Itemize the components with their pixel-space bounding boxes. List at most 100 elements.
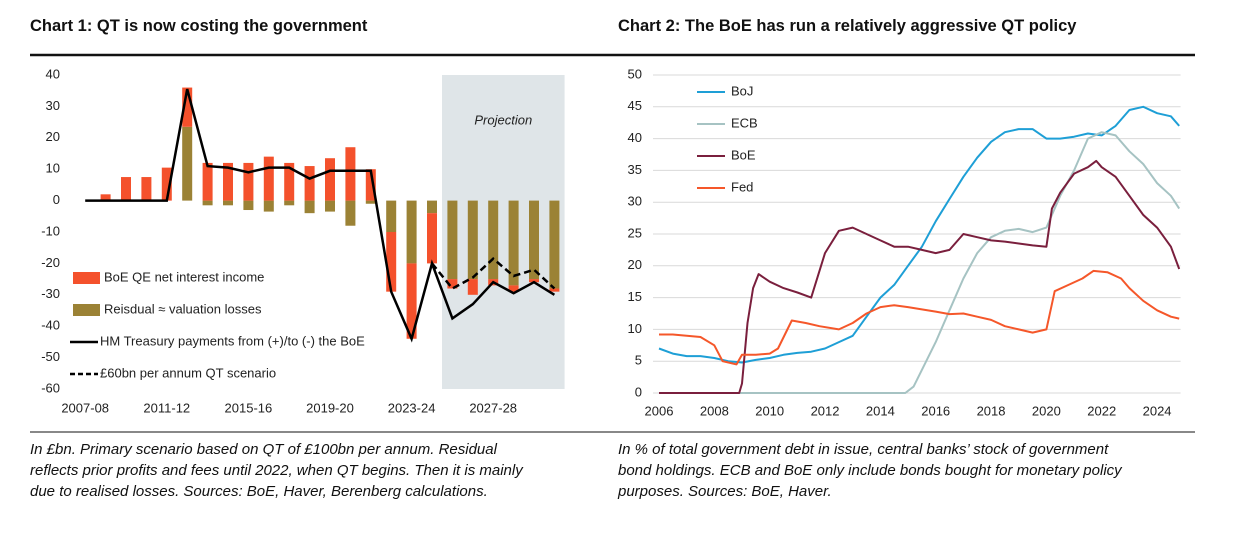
- legend-label: HM Treasury payments from (+)/to (-) the…: [100, 333, 365, 348]
- bar: [325, 158, 335, 201]
- y-tick-label: 30: [46, 98, 60, 113]
- y-tick-label: 40: [628, 130, 642, 145]
- bar: [508, 200, 519, 286]
- bar: [427, 200, 437, 214]
- y-tick-label: 10: [46, 161, 60, 176]
- line: [659, 159, 1181, 394]
- projection-shade: [442, 75, 565, 389]
- y-tick-label: 45: [628, 98, 642, 113]
- legend-label: BoE QE net interest income: [104, 269, 264, 284]
- caption: In % of total government debt in issue, …: [618, 441, 1109, 458]
- x-tick-label: 2014: [866, 403, 895, 418]
- x-tick-label: 2023-24: [388, 400, 436, 415]
- chart-title: Chart 2: The BoE has run a relatively ag…: [618, 17, 1077, 35]
- bar: [182, 87, 193, 127]
- bar: [365, 169, 376, 201]
- bar: [529, 200, 539, 280]
- bar: [263, 200, 274, 212]
- bar: [406, 200, 417, 264]
- x-tick-label: 2020: [1032, 403, 1061, 418]
- legend-label: £60bn per annum QT scenario: [100, 365, 276, 380]
- x-tick-label: 2010: [755, 403, 784, 418]
- bar: [325, 200, 335, 212]
- bar: [365, 200, 376, 204]
- x-tick-label: 2018: [977, 403, 1006, 418]
- caption: due to realised losses. Sources: BoE, Ha…: [30, 483, 488, 500]
- bar: [141, 177, 152, 201]
- y-tick-label: 5: [635, 353, 642, 368]
- y-tick-label: 20: [46, 129, 60, 144]
- x-tick-label: 2007-08: [61, 400, 109, 415]
- caption: bond holdings. ECB and BoE only include …: [618, 462, 1123, 479]
- line: [431, 257, 556, 291]
- y-tick-label: 10: [628, 321, 642, 336]
- bar: [467, 200, 478, 280]
- x-tick-label: 2008: [700, 403, 729, 418]
- bar: [284, 162, 295, 201]
- y-tick-label: 0: [635, 384, 642, 399]
- line: [658, 105, 1180, 364]
- x-tick-label: 2016: [921, 403, 950, 418]
- legend-swatch: [73, 304, 100, 316]
- y-tick-label: 40: [46, 66, 60, 81]
- legend-label: Fed: [731, 179, 753, 194]
- legend-label: BoE: [731, 147, 756, 162]
- bar: [100, 194, 111, 201]
- y-tick-label: -30: [41, 286, 60, 301]
- bar: [406, 263, 417, 339]
- bar: [304, 200, 315, 214]
- legend-swatch: [73, 272, 100, 284]
- caption: In £bn. Primary scenario based on QT of …: [30, 441, 498, 458]
- bar: [304, 166, 315, 201]
- bar: [447, 279, 458, 289]
- x-tick-label: 2019-20: [306, 400, 354, 415]
- bar: [488, 200, 499, 280]
- caption: reflects prior profits and fees until 20…: [30, 462, 524, 479]
- bar: [529, 279, 539, 283]
- x-tick-label: 2024: [1143, 403, 1172, 418]
- bar: [447, 200, 458, 280]
- y-tick-label: 20: [628, 257, 642, 272]
- bar: [386, 232, 397, 292]
- y-tick-label: 15: [628, 289, 642, 304]
- y-tick-label: 35: [628, 162, 642, 177]
- caption: purposes. Sources: BoE, Haver.: [617, 483, 832, 500]
- line: [85, 88, 556, 343]
- legend-label: Reisdual ≈ valuation losses: [104, 301, 262, 316]
- bar: [243, 162, 254, 201]
- x-tick-label: 2015-16: [225, 400, 273, 415]
- legend-label: BoJ: [731, 83, 753, 98]
- bar: [223, 162, 233, 201]
- x-tick-label: 2011-12: [143, 400, 190, 415]
- bar: [386, 200, 397, 232]
- y-tick-label: 25: [628, 225, 642, 240]
- y-tick-label: 30: [628, 194, 642, 209]
- bar: [161, 167, 172, 201]
- bar: [345, 200, 356, 226]
- bar: [508, 285, 519, 292]
- line: [659, 269, 1180, 366]
- bar: [121, 177, 131, 201]
- bar: [427, 213, 437, 264]
- bar: [549, 200, 560, 289]
- bar: [182, 126, 193, 201]
- bar: [284, 200, 295, 206]
- y-tick-label: -60: [41, 380, 60, 395]
- bar: [243, 200, 254, 211]
- x-tick-label: 2012: [811, 403, 840, 418]
- y-tick-label: -40: [41, 318, 60, 333]
- bar: [202, 200, 213, 206]
- y-tick-label: 50: [628, 66, 642, 81]
- line: [659, 131, 1181, 394]
- y-tick-label: -20: [41, 255, 60, 270]
- chart-title: Chart 1: QT is now costing the governmen…: [30, 17, 368, 35]
- annotation: Projection: [474, 112, 532, 127]
- y-tick-label: -10: [41, 223, 60, 238]
- bar: [223, 200, 233, 206]
- y-tick-label: -50: [41, 349, 60, 364]
- bar: [467, 279, 478, 295]
- bar: [549, 288, 560, 292]
- x-tick-label: 2006: [645, 403, 674, 418]
- bar: [345, 147, 356, 201]
